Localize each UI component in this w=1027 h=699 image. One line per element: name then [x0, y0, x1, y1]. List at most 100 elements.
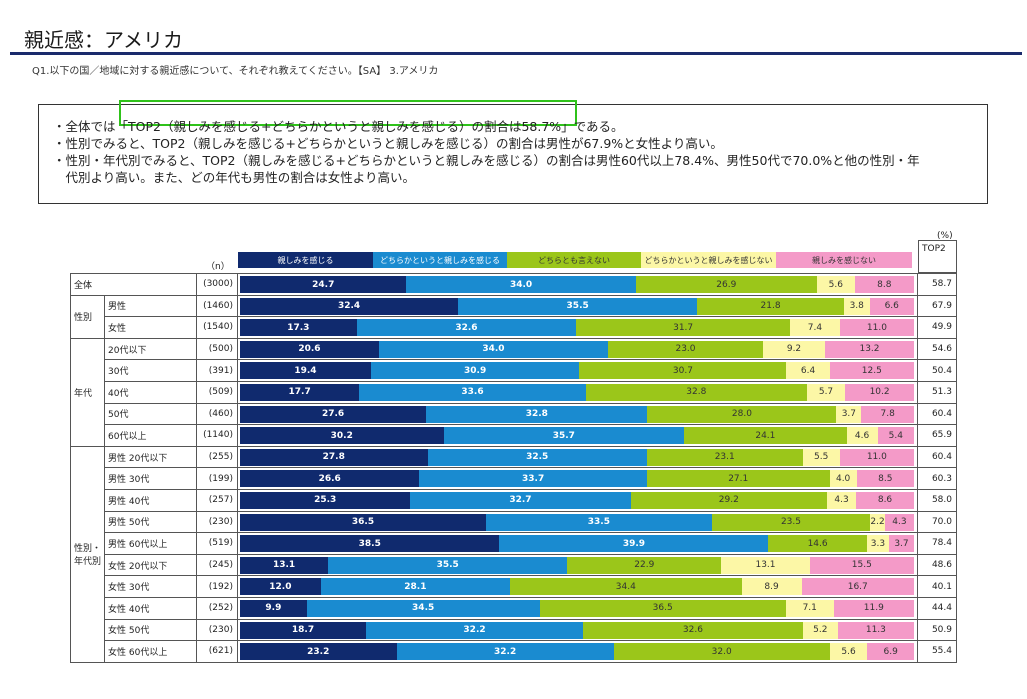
bar-segment: 7.4 [789, 319, 840, 337]
stacked-bar: 17.3 32.6 31.7 7.4 11.0 [240, 319, 914, 337]
title-rule [10, 52, 1022, 55]
n-value: (621) [196, 640, 238, 663]
bar-segment: 13.2 [825, 340, 914, 358]
bar-segment: 11.0 [839, 448, 914, 466]
n-value: (252) [196, 596, 238, 620]
bar-segment: 6.9 [867, 643, 914, 661]
bar-segment: 31.7 [576, 319, 790, 337]
bar-segment: 36.5 [240, 513, 486, 531]
row-label: 男性 40代 [104, 488, 197, 512]
bar-segment: 33.5 [486, 513, 712, 531]
bar-segment: 18.7 [240, 621, 367, 639]
bar-segment: 19.4 [240, 362, 371, 380]
bar-segment: 11.3 [837, 621, 914, 639]
row-label: 女性 60代以上 [104, 640, 197, 663]
bar-segment: 27.6 [240, 405, 427, 423]
bar-segment: 39.9 [499, 535, 769, 553]
bar-segment: 32.2 [366, 621, 584, 639]
n-value: (3000) [196, 273, 238, 296]
bar-segment: 25.3 [240, 491, 411, 509]
bar-segment: 6.4 [786, 362, 830, 380]
group-label: 性別・ 年代別 [70, 445, 105, 663]
bar-segment: 30.7 [579, 362, 787, 380]
group-label: 年代 [70, 337, 105, 447]
table-row: 女性 40代 (252) 9.9 34.5 36.5 7.1 11.9 44.4 [71, 596, 957, 620]
top2-value: 44.4 [917, 596, 957, 620]
top2-header: TOP2 [918, 240, 957, 273]
row-label: 男性 30代 [104, 467, 197, 490]
top2-value: 70.0 [917, 510, 957, 534]
n-header: （n） [206, 262, 230, 272]
n-value: (460) [196, 402, 238, 426]
summary-line-2: ・性別でみると、TOP2（親しみを感じる+どちらかというと親しみを感じる）の割合… [53, 136, 723, 151]
bar-segment: 5.7 [806, 383, 846, 401]
summary-line-1: ・全体では「TOP2（親しみを感じる+どちらかというと親しみを感じる）の割合は5… [53, 119, 624, 134]
table-row: 女性 (1540) 17.3 32.6 31.7 7.4 11.0 49.9 [71, 316, 957, 339]
bar-segment: 10.2 [845, 383, 914, 401]
bar-segment: 12.5 [829, 362, 914, 380]
bar-segment: 23.1 [646, 448, 803, 466]
top2-value: 78.4 [917, 532, 957, 555]
page-title: 親近感：アメリカ [24, 28, 183, 52]
top2-value: 58.7 [917, 273, 957, 296]
n-value: (1540) [196, 316, 238, 339]
top2-value: 50.4 [917, 359, 957, 382]
unit-label: (%) [937, 231, 953, 241]
bar-segment: 32.8 [426, 405, 648, 423]
bar-segment: 8.9 [741, 578, 802, 596]
stacked-bar: 9.9 34.5 36.5 7.1 11.9 [240, 599, 914, 617]
n-value: (1460) [196, 294, 238, 318]
question-text: Q1.以下の国／地域に対する親近感について、それぞれ教えてください。【SA】 3… [32, 66, 439, 77]
highlight-box [119, 100, 577, 126]
bar-segment: 4.3 [884, 513, 914, 531]
row-label: 女性 20代以下 [104, 553, 197, 577]
top2-value: 40.1 [917, 575, 957, 598]
stacked-bar: 12.0 28.1 34.4 8.9 16.7 [240, 578, 914, 596]
top2-value: 50.9 [917, 618, 957, 642]
table-row: 性別・ 年代別 男性 20代以下 (255) 27.8 32.5 23.1 5.5 11.0 6… [70, 445, 957, 663]
bar-segment: 32.6 [583, 621, 803, 639]
bar-segment: 8.5 [856, 470, 914, 488]
n-value: (192) [196, 575, 238, 598]
row-label: 50代 [104, 402, 197, 426]
bar-segment: 13.1 [240, 556, 329, 574]
top2-value: 60.4 [917, 445, 957, 469]
table-row: 女性 20代以下 (245) 13.1 35.5 22.9 13.1 15.5 48.6 [71, 553, 957, 577]
table-row: 50代 (460) 27.6 32.8 28.0 3.7 7.8 60.4 [71, 402, 957, 426]
table-row: 30代 (391) 19.4 30.9 30.7 6.4 12.5 50.4 [71, 359, 957, 382]
bar-segment: 6.6 [869, 297, 914, 315]
bar-segment: 38.5 [240, 535, 500, 553]
table-row: 40代 (509) 17.7 33.6 32.8 5.7 10.2 51.3 [71, 380, 957, 404]
bar-segment: 35.5 [328, 556, 568, 574]
bar-segment: 5.4 [877, 427, 914, 445]
table-row: 男性 50代 (230) 36.5 33.5 23.5 2.2 4.3 70.0 [71, 510, 957, 534]
n-value: (245) [196, 553, 238, 577]
row-label: 全体 [70, 273, 197, 296]
bar-segment: 34.4 [510, 578, 742, 596]
bar-segment: 3.3 [866, 535, 890, 553]
row-label: 女性 40代 [104, 596, 197, 620]
bar-segment: 9.9 [240, 599, 307, 617]
bar-segment: 5.6 [829, 643, 868, 661]
bar-segment: 29.2 [630, 491, 828, 509]
bar-segment: 28.1 [320, 578, 510, 596]
bar-segment: 30.9 [370, 362, 580, 380]
row-label: 男性 [104, 294, 197, 318]
table-row: 年代 20代以下 (500) 20.6 34.0 23.0 9.2 13.2 54.6 [70, 337, 957, 447]
bar-segment: 4.3 [827, 491, 857, 509]
table-row: 女性 60代以上 (621) 23.2 32.2 32.0 5.6 6.9 55.4 [71, 640, 957, 663]
stacked-bar: 32.4 35.5 21.8 3.8 6.6 [240, 297, 914, 315]
n-value: (391) [196, 359, 238, 382]
top2-value: 60.4 [917, 402, 957, 426]
bar-segment: 3.8 [843, 297, 870, 315]
stacked-bar: 38.5 39.9 14.6 3.3 3.7 [240, 535, 914, 553]
row-label: 女性 [104, 316, 197, 339]
bar-segment: 23.5 [711, 513, 871, 531]
stacked-bar: 26.6 33.7 27.1 4.0 8.5 [240, 470, 914, 488]
row-label: 男性 20代以下 [104, 445, 197, 469]
n-value: (509) [196, 380, 238, 404]
bar-segment: 5.2 [802, 621, 838, 639]
bar-segment: 17.3 [240, 319, 357, 337]
table-row: 女性 30代 (192) 12.0 28.1 34.4 8.9 16.7 40.1 [71, 575, 957, 598]
bar-segment: 14.6 [768, 535, 867, 553]
